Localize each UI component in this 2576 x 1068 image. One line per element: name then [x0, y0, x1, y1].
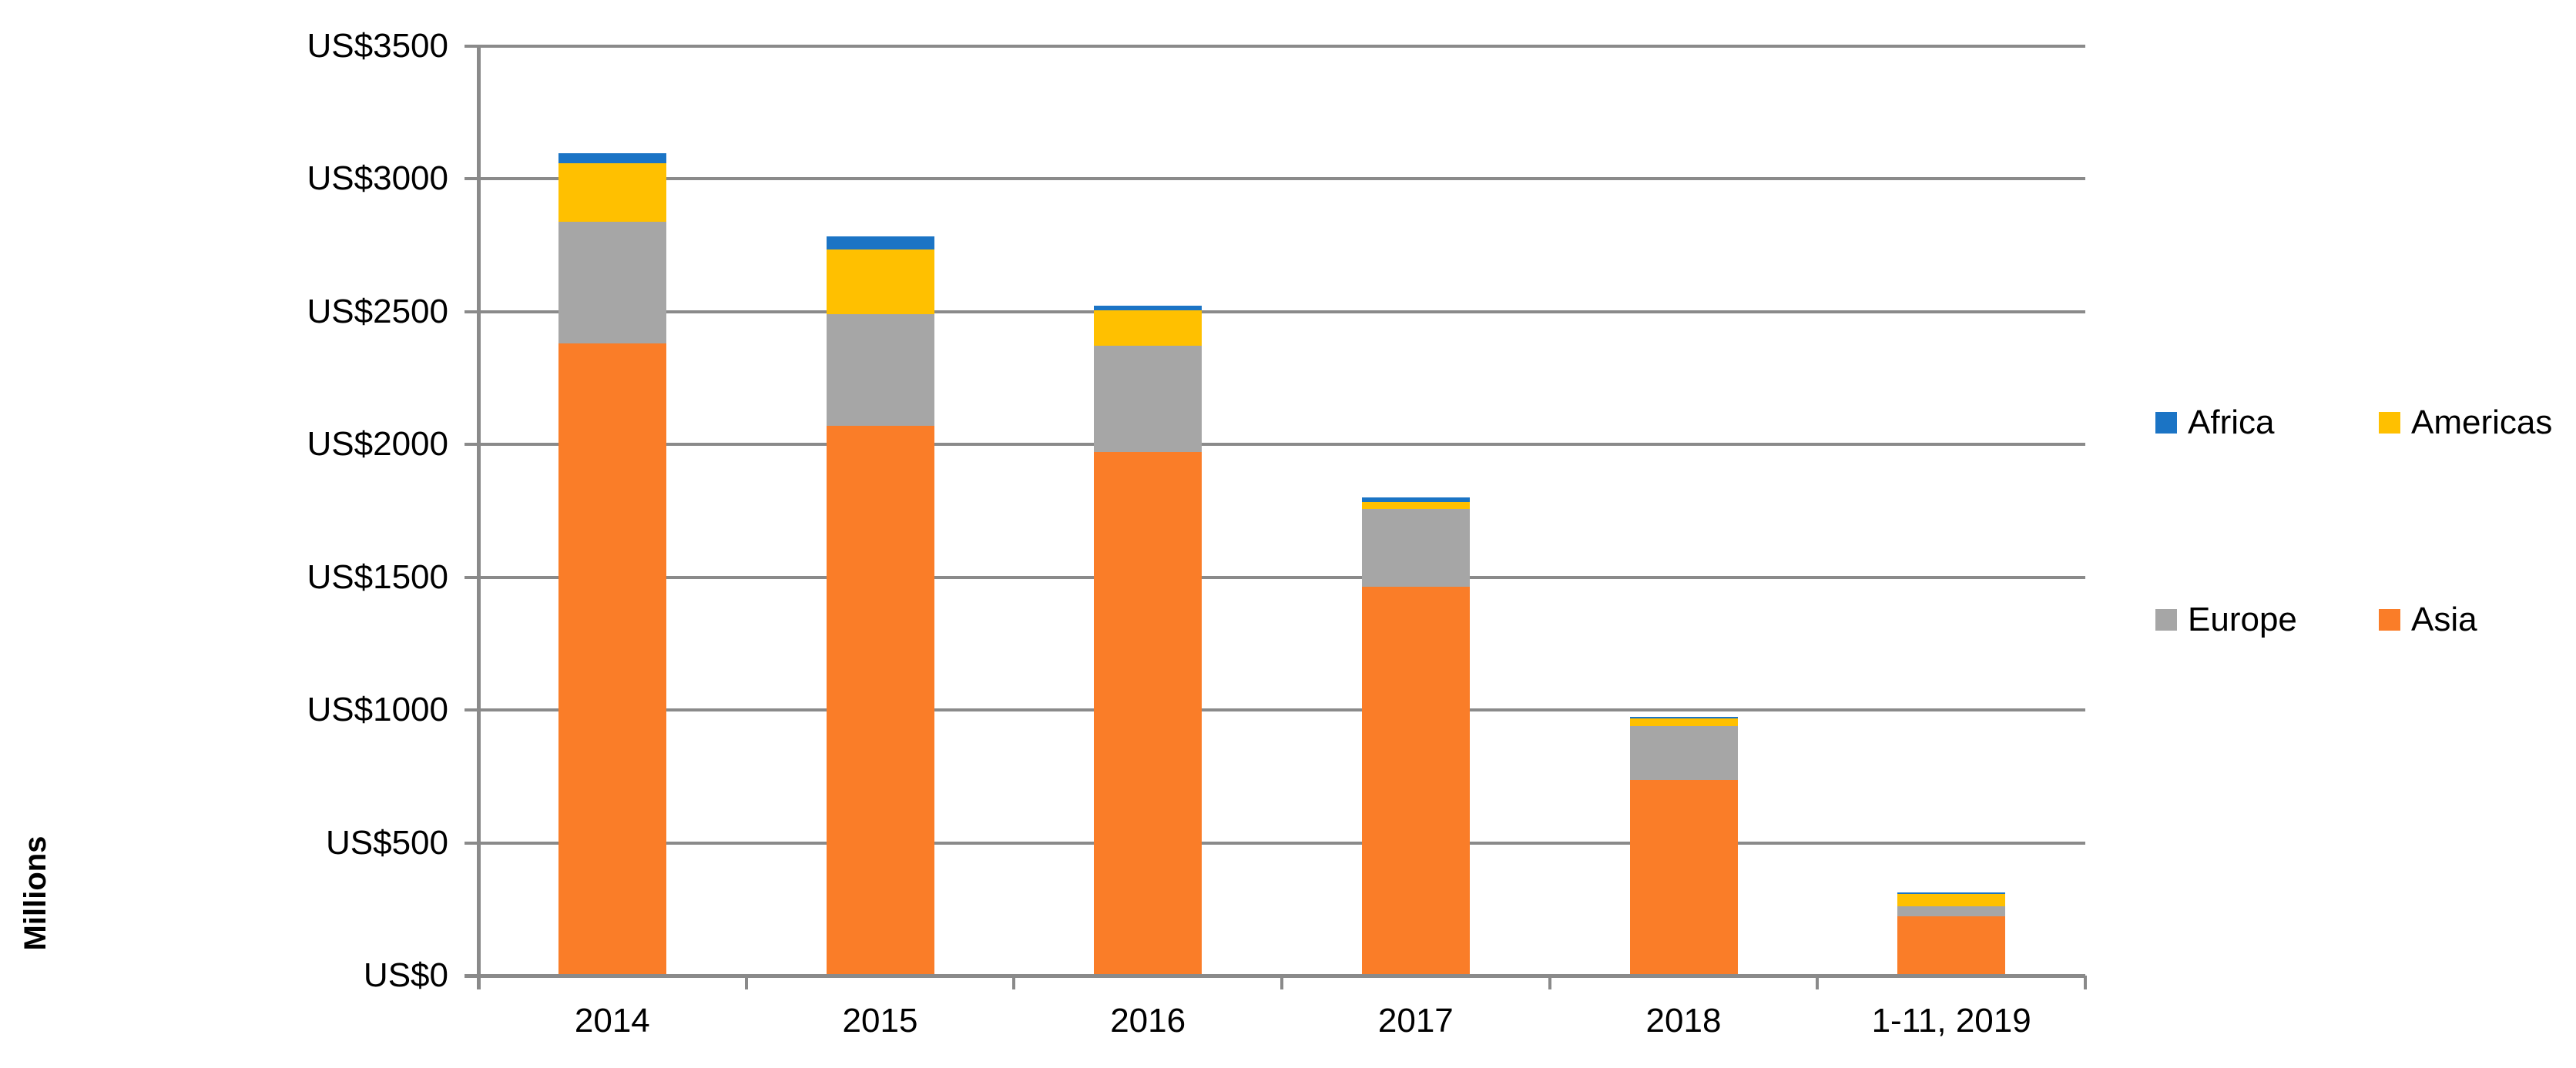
x-axis-tick — [744, 976, 748, 989]
legend-item-africa: Africa — [2155, 405, 2274, 440]
y-axis-line — [477, 46, 481, 989]
bar-segment-americas-2017 — [1361, 501, 1470, 510]
bar-segment-africa-2015 — [826, 236, 934, 250]
x-axis-tick — [1012, 976, 1016, 989]
x-axis-tick — [1816, 976, 1820, 989]
gridline-3000 — [465, 177, 2085, 181]
gridline-2500 — [465, 310, 2085, 313]
bar-column-2014 — [558, 153, 666, 976]
y-tick-label-2000: US$2000 — [307, 425, 448, 464]
y-tick-label-3000: US$3000 — [307, 159, 448, 198]
y-tick-label-1500: US$1500 — [307, 557, 448, 596]
legend-label-asia: Asia — [2411, 601, 2477, 638]
bar-segment-africa-1-11, 2019 — [1897, 892, 2006, 895]
bar-column-2017 — [1361, 497, 1470, 976]
legend-label-europe: Europe — [2188, 601, 2297, 638]
x-axis-tick — [1280, 976, 1283, 989]
x-axis-label-2018: 2018 — [1645, 1002, 1722, 1040]
gridline-2000 — [465, 443, 2085, 447]
y-tick-label-0: US$0 — [363, 956, 448, 994]
y-tick-label-3500: US$3500 — [307, 27, 448, 65]
bar-column-2016 — [1094, 306, 1202, 976]
bar-segment-europe-2018 — [1629, 725, 1738, 780]
bar-segment-europe-1-11, 2019 — [1897, 906, 2006, 917]
bar-segment-europe-2017 — [1361, 509, 1470, 588]
bar-segment-americas-2015 — [826, 249, 934, 315]
bar-segment-africa-2016 — [1094, 306, 1202, 310]
bar-segment-asia-2015 — [826, 425, 934, 976]
x-axis-label-2014: 2014 — [574, 1002, 650, 1040]
x-axis-tick — [477, 976, 480, 989]
plot-area — [465, 45, 2087, 989]
legend-swatch-africa — [2155, 412, 2177, 434]
legend-label-americas: Americas — [2411, 403, 2553, 441]
x-axis-line — [465, 974, 2085, 978]
legend-item-americas: Americas — [2379, 405, 2552, 440]
gridline-1000 — [465, 708, 2085, 712]
bar-segment-americas-2014 — [558, 163, 666, 223]
legend-item-asia: Asia — [2379, 602, 2477, 638]
x-axis-label-2015: 2015 — [842, 1002, 918, 1040]
x-axis-label-2017: 2017 — [1377, 1002, 1454, 1040]
y-tick-label-2500: US$2500 — [307, 292, 448, 330]
legend-swatch-europe — [2155, 609, 2177, 631]
bar-segment-asia-2016 — [1094, 451, 1202, 976]
y-axis-title: Millions — [18, 835, 52, 951]
bar-segment-americas-1-11, 2019 — [1897, 894, 2006, 907]
bar-segment-americas-2016 — [1094, 310, 1202, 347]
bar-segment-americas-2018 — [1629, 718, 1738, 726]
x-axis-label-1-11, 2019: 1-11, 2019 — [1871, 1002, 2031, 1040]
legend-swatch-americas — [2379, 412, 2400, 434]
bar-segment-asia-2017 — [1361, 587, 1470, 976]
x-axis-tick — [1548, 976, 1551, 989]
gridline-1500 — [465, 575, 2085, 579]
bar-column-2015 — [826, 236, 934, 976]
x-axis-tick — [2084, 976, 2087, 989]
gridline-500 — [465, 841, 2085, 845]
bar-segment-asia-2018 — [1629, 779, 1738, 976]
y-tick-label-1000: US$1000 — [307, 691, 448, 729]
bar-segment-africa-2017 — [1361, 497, 1470, 502]
legend-label-africa: Africa — [2188, 403, 2275, 441]
gridline-3500 — [465, 45, 2085, 48]
bar-segment-europe-2014 — [558, 222, 666, 344]
bar-column-2018 — [1629, 716, 1738, 976]
legend-item-europe: Europe — [2155, 602, 2297, 638]
x-axis-label-2016: 2016 — [1110, 1002, 1186, 1040]
legend-swatch-asia — [2379, 609, 2400, 631]
bar-segment-africa-2014 — [558, 153, 666, 164]
bar-segment-europe-2015 — [826, 314, 934, 426]
bar-segment-europe-2016 — [1094, 346, 1202, 452]
bar-segment-asia-1-11, 2019 — [1897, 916, 2006, 976]
y-tick-label-500: US$500 — [325, 823, 448, 862]
bar-segment-asia-2014 — [558, 343, 666, 976]
bar-segment-africa-2018 — [1629, 716, 1738, 719]
bar-column-1-11, 2019 — [1897, 892, 2006, 976]
